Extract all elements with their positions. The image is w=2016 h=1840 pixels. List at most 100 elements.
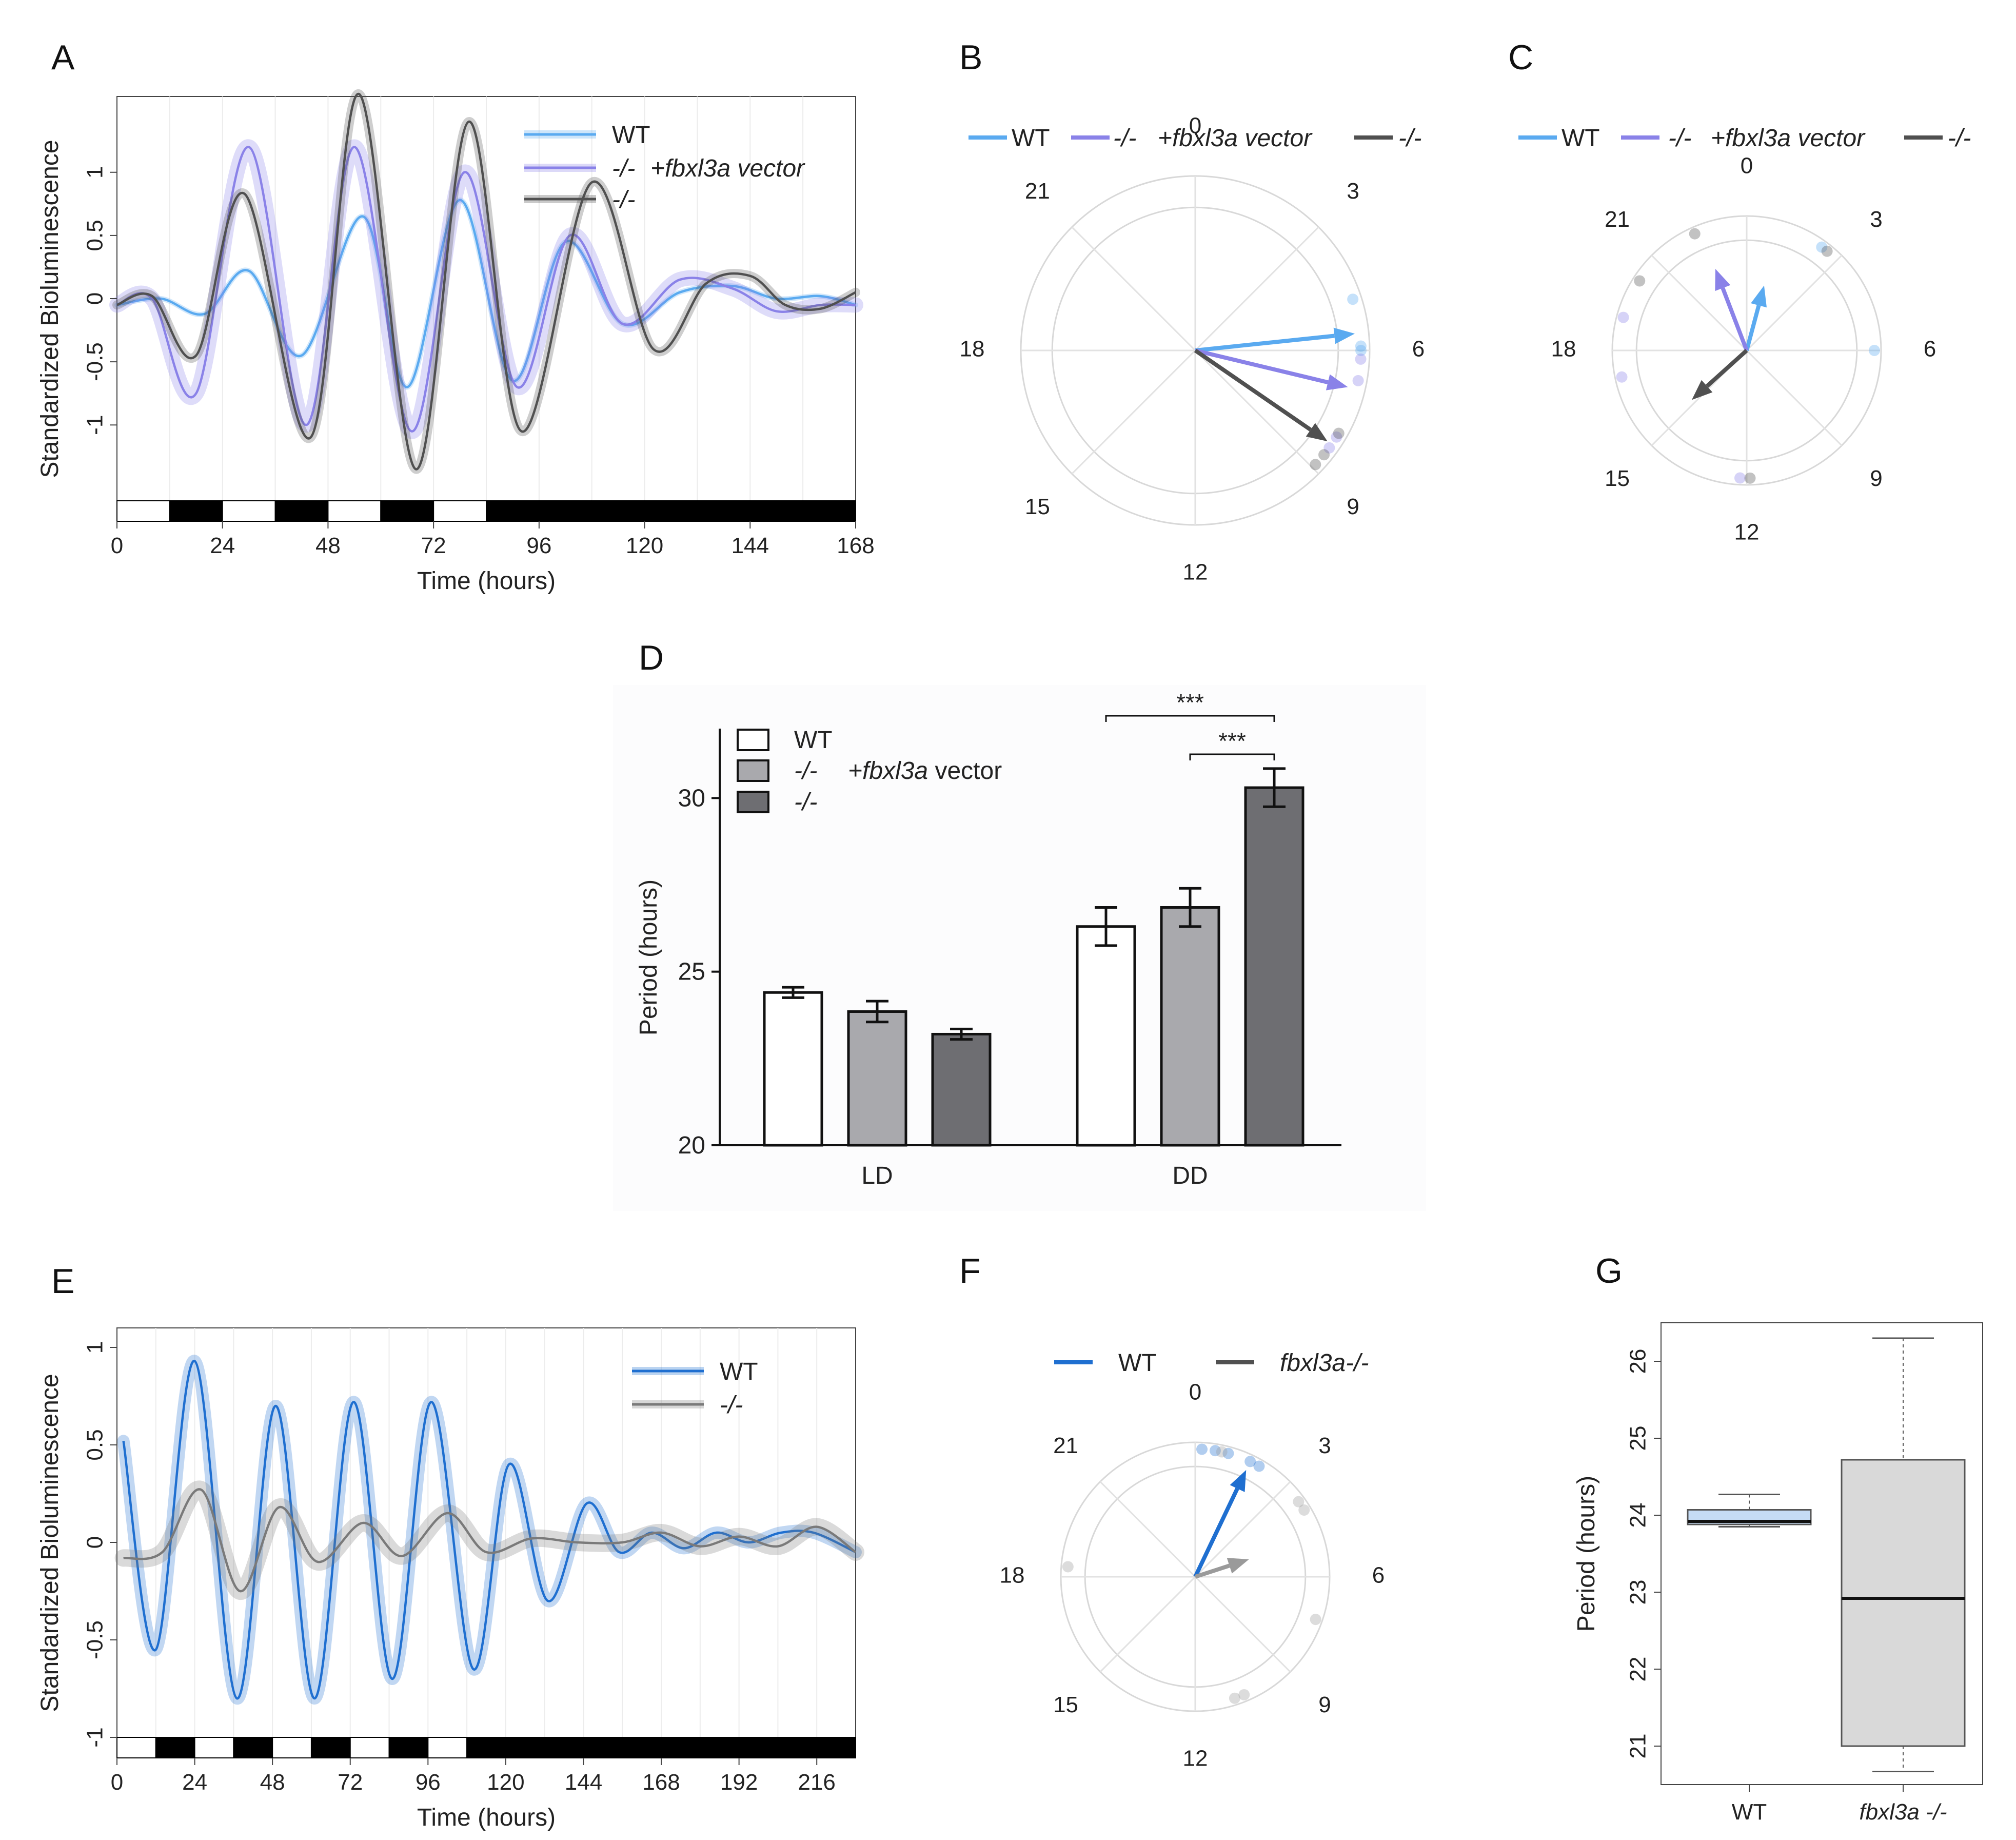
chart-f: 0 3 6 9 12 15 18 21 WT fbxl3a-/- [1000,1349,1385,1771]
polar-tick-label: 3 [1870,207,1882,232]
chart-a: -1 -0.5 0 0.5 1 0 24 48 72 96 120 144 168 Time (hours… [36,89,875,595]
box-body [1841,1459,1966,1747]
polar-tick-label: 0 [1189,113,1201,139]
polar-tick-label: 0 [1741,153,1753,179]
legend-label: -/- [720,1392,743,1419]
phase-point [1310,459,1321,471]
legend-label: -/- [1668,125,1691,152]
legend-swatch [737,759,769,782]
legend-label: +fbxl3a vector [650,155,805,182]
y-tick-label: 1 [83,1341,108,1354]
phase-point [1689,228,1701,240]
phase-point [1868,345,1880,356]
phase-point [1222,1447,1234,1459]
y-tick-label: 0 [83,1536,108,1549]
polar-tick-label: 12 [1183,1746,1208,1771]
phase-vector [1195,334,1335,353]
bar [1244,786,1305,1147]
dark-period-bar [466,1737,856,1758]
legend-label: +fbxl3a vector [1158,125,1313,152]
y-tick-label: 20 [678,1132,705,1159]
phase-point [1616,371,1628,383]
y-axis-label: Period (hours) [635,879,662,1035]
y-tick-label: 30 [678,785,705,812]
dark-period-bar [169,500,223,522]
dark-period-bar [388,1737,429,1758]
phase-point [1229,1692,1240,1704]
phase-point [1634,275,1646,287]
x-tick-label: 120 [626,533,663,558]
light-period-bar [327,500,382,522]
y-tick-label: 0 [83,292,108,305]
legend-label: WT [612,122,650,149]
phase-point [1253,1460,1265,1472]
polar-tick-label: 21 [1053,1433,1078,1458]
light-period-bar [194,1737,234,1758]
panel-label-b: B [959,38,982,77]
x-tick-label: 0 [111,533,123,558]
panel-label-e: E [51,1262,74,1301]
x-tick-label: 168 [837,533,874,558]
dark-period-bar [486,500,856,522]
y-tick-label: 24 [1626,1503,1651,1528]
category-label: LD [861,1162,893,1189]
phase-point [1238,1689,1250,1700]
significance-bracket [1105,715,1275,722]
x-tick-label: 168 [642,1770,680,1795]
phase-vector-arrowhead [1306,423,1328,442]
x-tick-label: 24 [182,1770,207,1795]
x-tick-label: fbxl3a -/- [1859,1799,1947,1825]
dark-period-bar [155,1737,195,1758]
bar [1076,925,1136,1147]
bar [847,1010,907,1147]
phase-point [1293,1496,1305,1508]
legend-label: WT [794,727,833,754]
polar-tick-label: 6 [1924,337,1936,362]
series-line-1 [116,199,856,388]
polar-tick-label: 9 [1870,466,1882,491]
legend-label: -/- [612,155,635,182]
y-tick-label: 23 [1626,1580,1651,1605]
series-line-3 [116,92,856,471]
phase-point [1744,472,1756,484]
phase-vector [1745,305,1761,351]
dark-period-bar [274,500,329,522]
y-tick-label: -1 [83,1727,108,1747]
phase-vector-arrowhead [1691,380,1713,400]
light-period-bar [349,1737,390,1758]
polar-tick-label: 12 [1183,560,1208,585]
x-tick-label: 216 [798,1770,835,1795]
dark-period-bar [233,1737,273,1758]
chart-g: 21 22 23 24 25 26 Period (hours) WT fbxl3a -/- [1573,1322,1983,1825]
phase-point [1617,311,1629,323]
phase-point [1734,472,1746,484]
panel-label-f: F [959,1251,981,1290]
series-line-2 [123,1488,857,1593]
phase-vector-arrowhead [1230,1470,1247,1492]
chart-e: -1 -0.5 0 0.5 1 0 24 48 72 96 120 144 168 192 216 Time … [36,1327,864,1831]
legend-label: WT [720,1358,758,1385]
significance-label: *** [1218,728,1246,754]
phase-point [1816,241,1828,253]
phase-point [1244,1456,1256,1467]
legend-label: +fbxl3a vector [848,757,1002,785]
x-tick-label: 48 [315,533,341,558]
polar-tick-label: 0 [1189,1380,1201,1405]
x-tick-label: 72 [338,1770,363,1795]
category-label: DD [1172,1162,1208,1189]
y-tick-label: 25 [1626,1426,1651,1451]
legend-label: fbxl3a-/- [1280,1349,1369,1377]
x-tick-label: 96 [416,1770,441,1795]
panel-label-d: D [639,638,664,677]
legend-label: +fbxl3a vector [1711,125,1866,152]
legend-label-part: +fbxl3a [848,757,928,785]
phase-vector [1721,287,1749,351]
phase-point [1352,375,1364,386]
x-tick-label: 96 [526,533,551,558]
y-tick-label: 1 [83,166,108,179]
y-tick-label: 21 [1626,1734,1651,1759]
legend-label: WT [1118,1349,1157,1377]
polar-tick-label: 3 [1347,179,1359,204]
phase-point [1196,1443,1208,1455]
